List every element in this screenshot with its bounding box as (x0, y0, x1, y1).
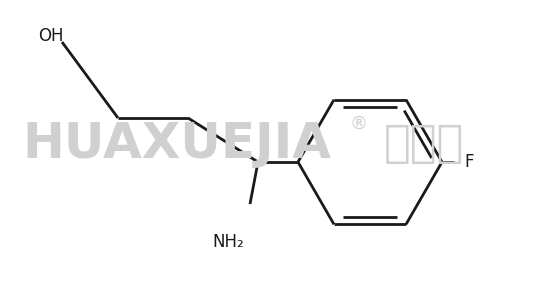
Text: HUAXUEJIA: HUAXUEJIA (22, 120, 332, 168)
Text: OH: OH (38, 27, 63, 45)
Text: 化学加: 化学加 (384, 122, 464, 166)
Text: NH₂: NH₂ (212, 233, 244, 251)
Text: ®: ® (350, 115, 368, 133)
Text: F: F (464, 153, 474, 171)
